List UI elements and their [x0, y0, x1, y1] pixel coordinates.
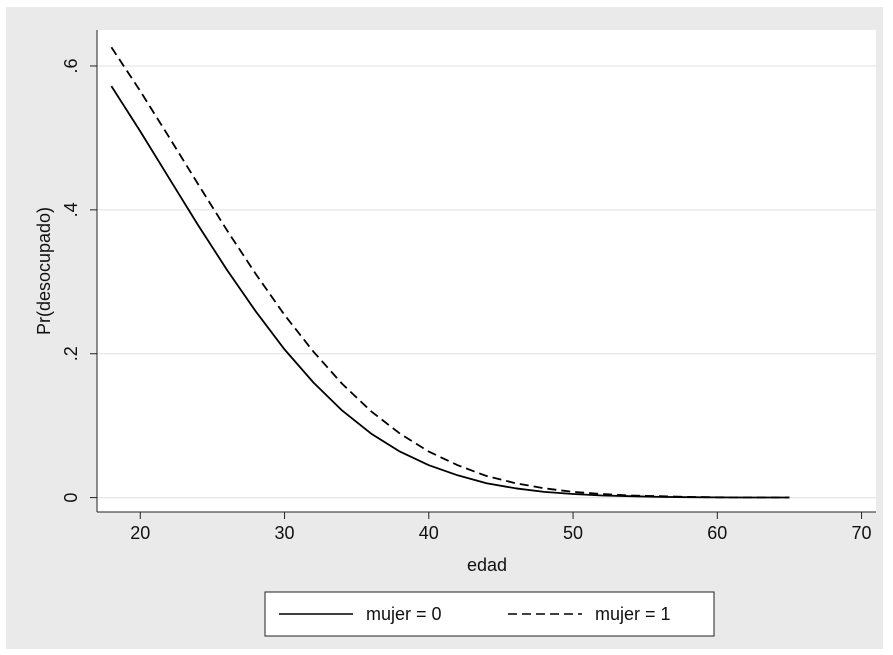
series-line-mujer-1	[110, 46, 790, 499]
y-tick-label: 0	[61, 493, 81, 503]
legend: mujer = 0 mujer = 1	[264, 591, 715, 637]
x-axis-title: edad	[467, 555, 507, 575]
axes: 20 30 40 50 60 70 0 .2 .4 .6	[61, 30, 876, 543]
legend-label-mujer-1: mujer = 1	[595, 604, 671, 624]
y-tick-label: .2	[61, 346, 81, 361]
y-axis-title: Pr(desocupado)	[34, 207, 54, 335]
plot-area	[97, 30, 876, 512]
series-lines	[110, 46, 790, 499]
legend-label-mujer-0: mujer = 0	[366, 604, 442, 624]
x-tick-label: 40	[419, 523, 439, 543]
y-tick-label: .6	[61, 58, 81, 73]
x-tick-label: 50	[563, 523, 583, 543]
y-tick-label: .4	[61, 202, 81, 217]
x-tick-label: 60	[707, 523, 727, 543]
x-tick-label: 30	[275, 523, 295, 543]
x-tick-label: 20	[130, 523, 150, 543]
x-tick-label: 70	[852, 523, 872, 543]
